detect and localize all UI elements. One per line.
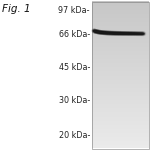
Text: 97 kDa-: 97 kDa- bbox=[58, 6, 90, 15]
Text: 45 kDa-: 45 kDa- bbox=[59, 63, 90, 72]
Bar bbox=[92, 2, 148, 148]
Text: 20 kDa-: 20 kDa- bbox=[59, 130, 90, 140]
Text: 66 kDa-: 66 kDa- bbox=[59, 30, 90, 39]
Text: Fig. 1: Fig. 1 bbox=[2, 4, 30, 15]
Text: 30 kDa-: 30 kDa- bbox=[59, 96, 90, 105]
